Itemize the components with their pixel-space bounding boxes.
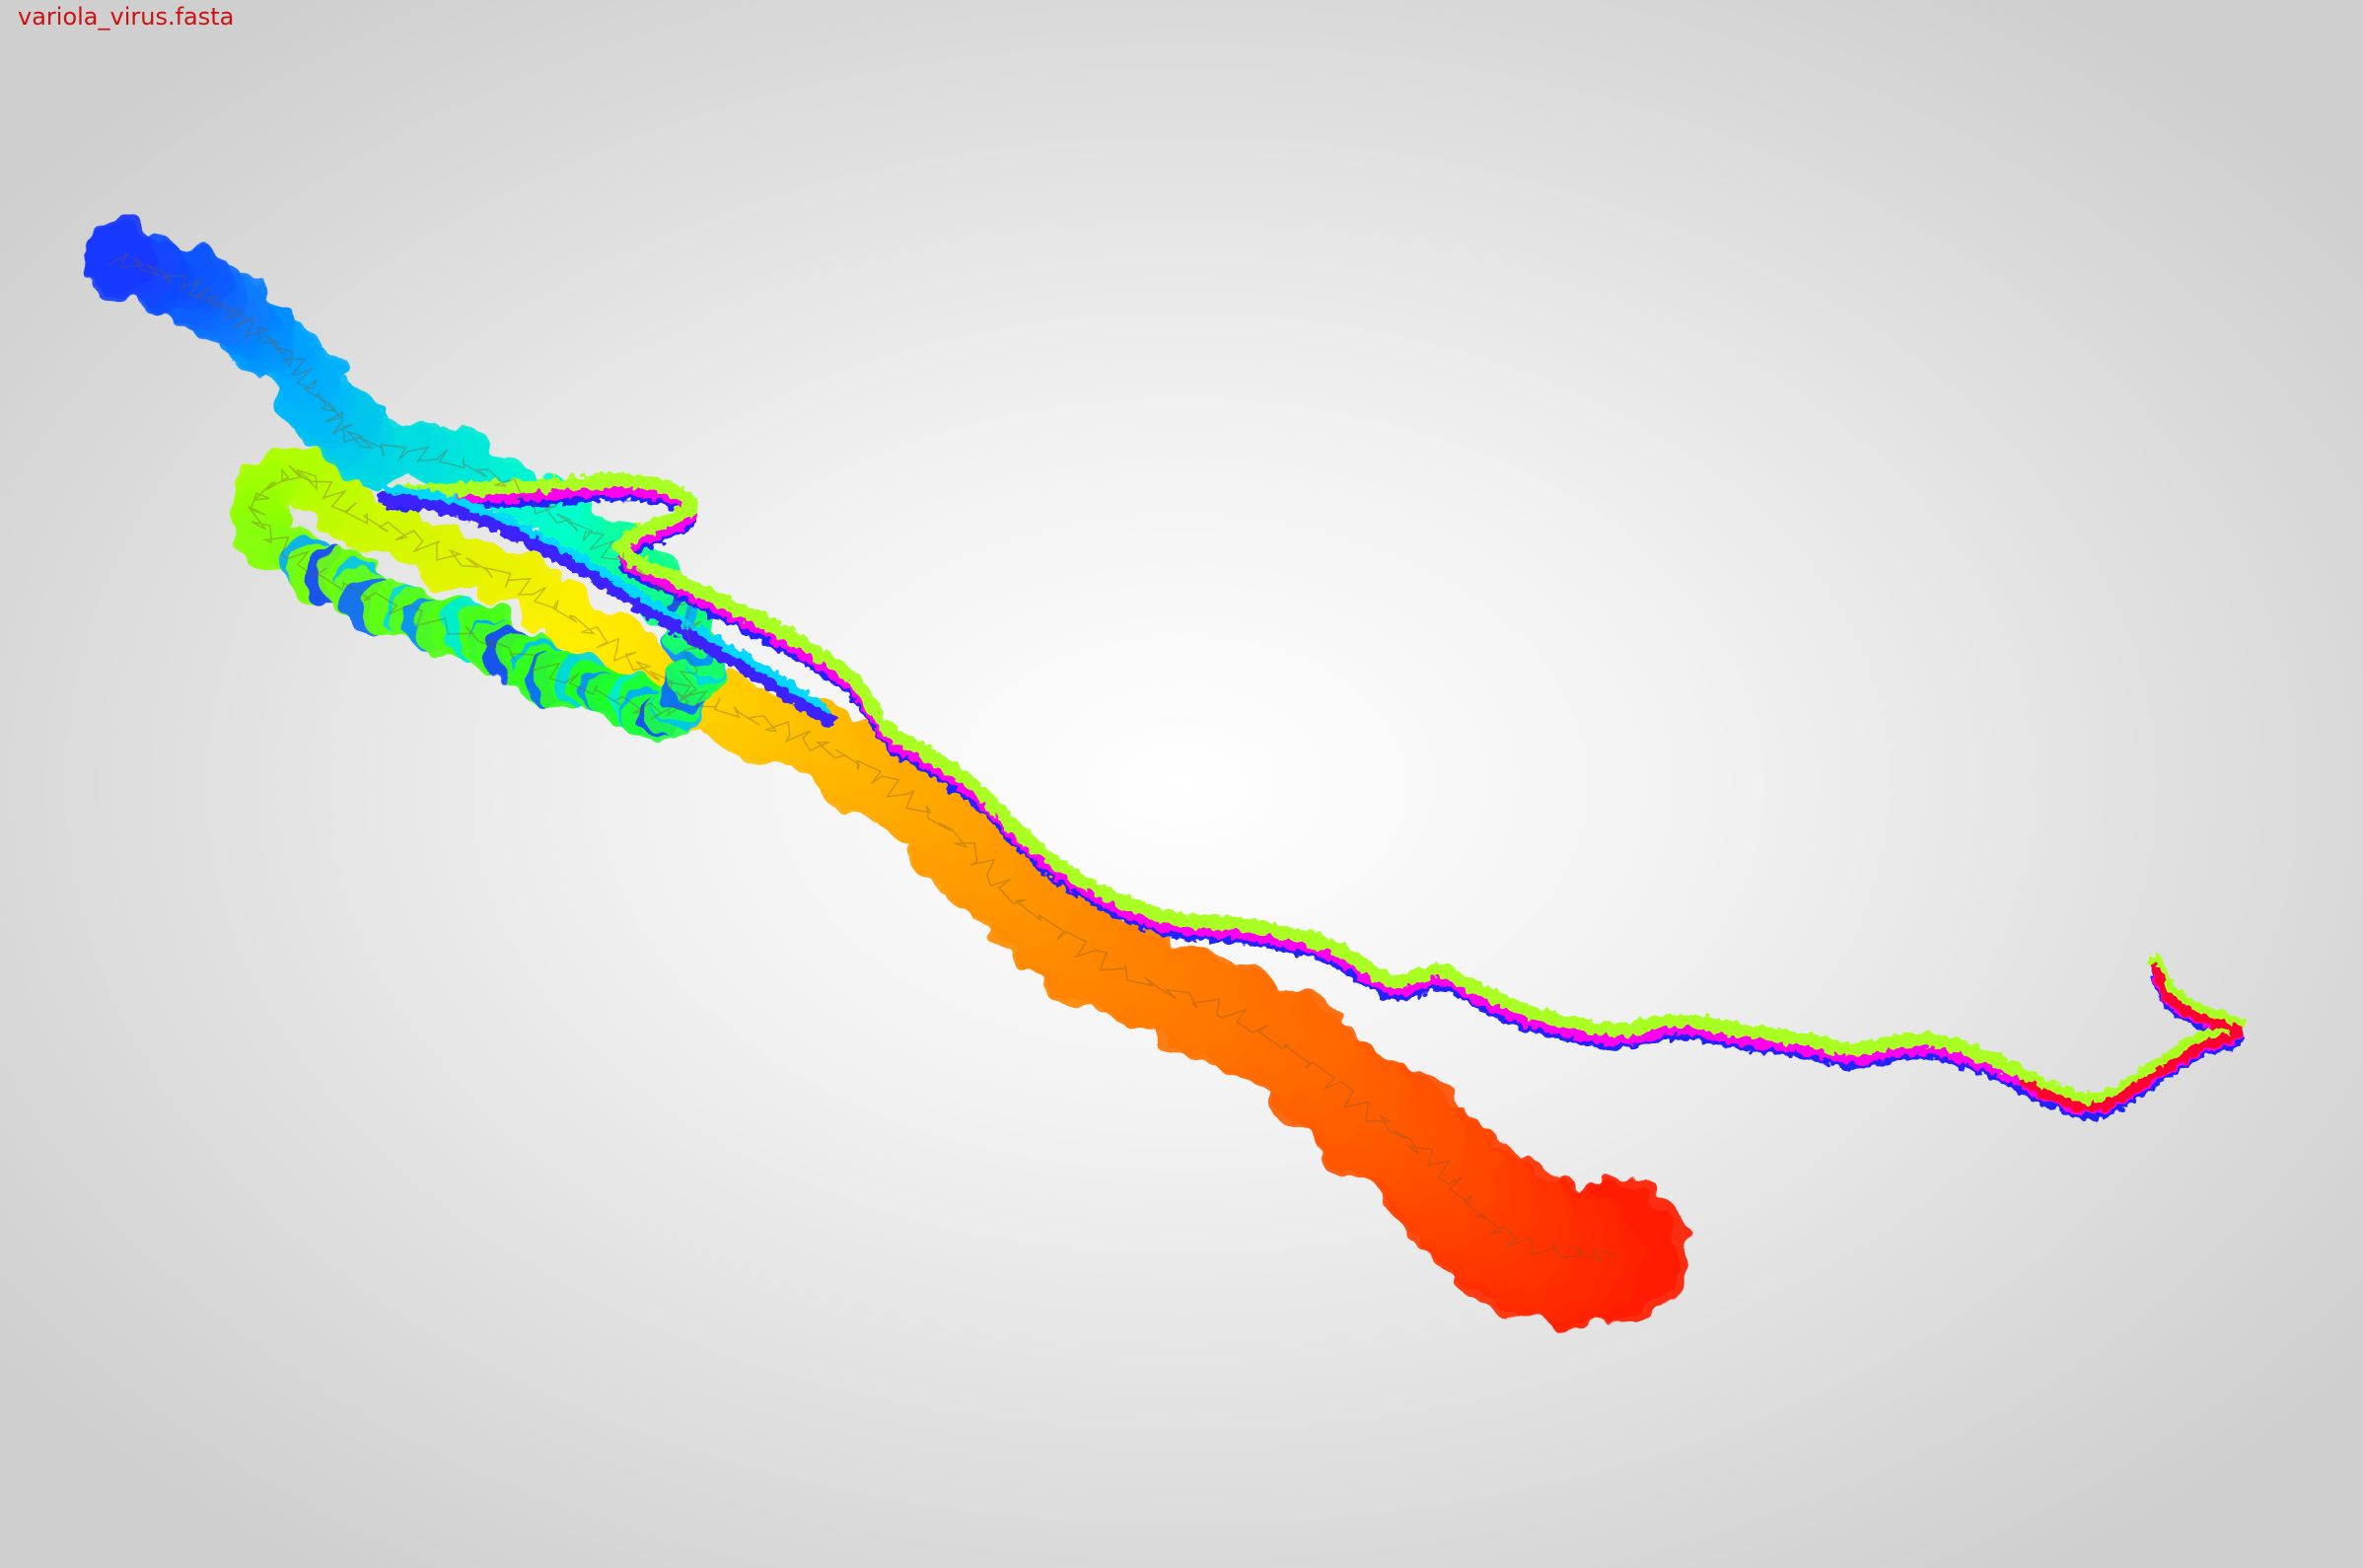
strand-shadow bbox=[386, 493, 2243, 1120]
strand-bead bbox=[88, 218, 158, 289]
file-name-label: variola_virus.fasta bbox=[18, 3, 235, 31]
strand-core-line bbox=[107, 250, 1617, 1266]
thin-strand bbox=[378, 474, 2246, 1120]
strand-ribbon bbox=[378, 491, 835, 727]
core-line bbox=[107, 250, 1617, 1266]
thick-strand bbox=[83, 218, 1690, 1327]
strand-ribbon-highlight bbox=[381, 484, 832, 714]
strand-outer bbox=[383, 474, 2246, 1107]
strand-tail bbox=[2018, 963, 2244, 1112]
